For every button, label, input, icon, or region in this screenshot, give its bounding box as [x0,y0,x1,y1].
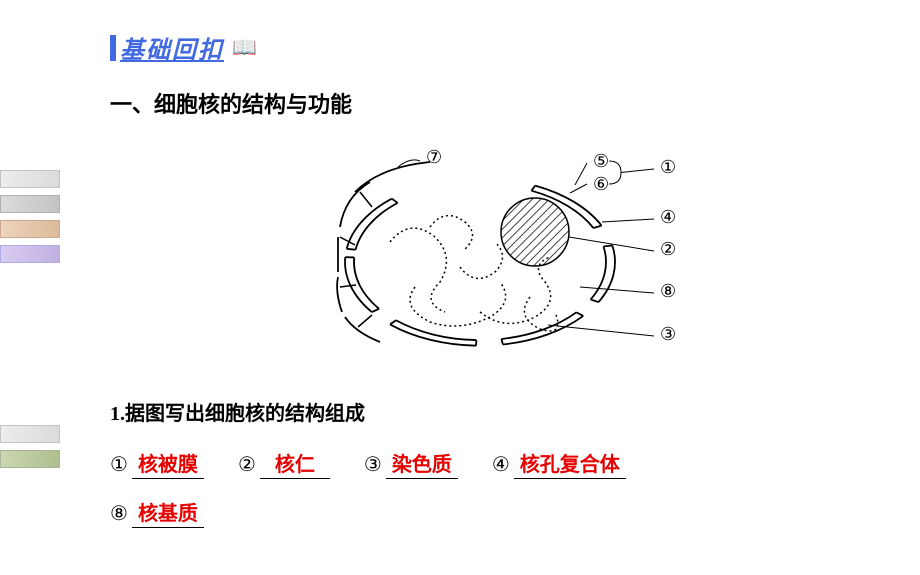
tab-marker [0,245,60,263]
answer-blank: 核孔复合体 [514,448,626,479]
svg-text:⑦: ⑦ [426,147,442,167]
book-icon: 📖 [232,35,257,60]
page-header: 基础回扣 📖 [110,30,880,65]
tab-marker [0,170,60,188]
svg-text:⑥: ⑥ [593,174,609,194]
answer-blank: 核基质 [132,497,204,528]
answer-item: ③ 染色质 [364,448,458,479]
answer-number: ⑧ [110,501,128,526]
diagram-svg: ① ② ③ ④ ⑤ ⑥ ⑦ ⑧ [280,137,700,372]
answer-number: ② [238,452,256,477]
answer-item: ⑧ 核基质 [110,497,204,528]
answer-item: ① 核被膜 [110,448,204,479]
answer-row-2: ⑧ 核基质 [110,497,880,528]
cell-nucleus-diagram: ① ② ③ ④ ⑤ ⑥ ⑦ ⑧ [100,137,880,377]
svg-text:②: ② [660,239,676,259]
svg-text:①: ① [660,157,676,177]
answer-row-1: ① 核被膜 ② 核仁 ③ 染色质 ④ 核孔复合体 [110,448,880,479]
answer-number: ④ [492,452,510,477]
answer-item: ② 核仁 [238,448,330,479]
svg-text:⑧: ⑧ [660,281,676,301]
answer-blank: 染色质 [386,448,458,479]
section-title: 一、细胞核的结构与功能 [110,87,880,119]
main-content: 基础回扣 📖 一、细胞核的结构与功能 ① ② ③ ④ ⑤ ⑥ ⑦ ⑧ 1.据图写出细胞核的结构… [100,30,880,546]
svg-text:③: ③ [660,324,676,344]
tab-marker [0,220,60,238]
svg-text:④: ④ [660,207,676,227]
svg-text:⑤: ⑤ [593,151,609,171]
answer-number: ① [110,452,128,477]
answer-number: ③ [364,452,382,477]
tab-marker [0,450,60,468]
tab-marker [0,195,60,213]
header-title: 基础回扣 [120,30,224,65]
tab-marker [0,425,60,443]
answer-blank: 核仁 [260,448,330,479]
answer-item: ④ 核孔复合体 [492,448,626,479]
header-accent-bar [110,35,116,61]
left-sidebar-tabs [0,0,20,575]
question-text: 1.据图写出细胞核的结构组成 [110,397,880,426]
answer-blank: 核被膜 [132,448,204,479]
